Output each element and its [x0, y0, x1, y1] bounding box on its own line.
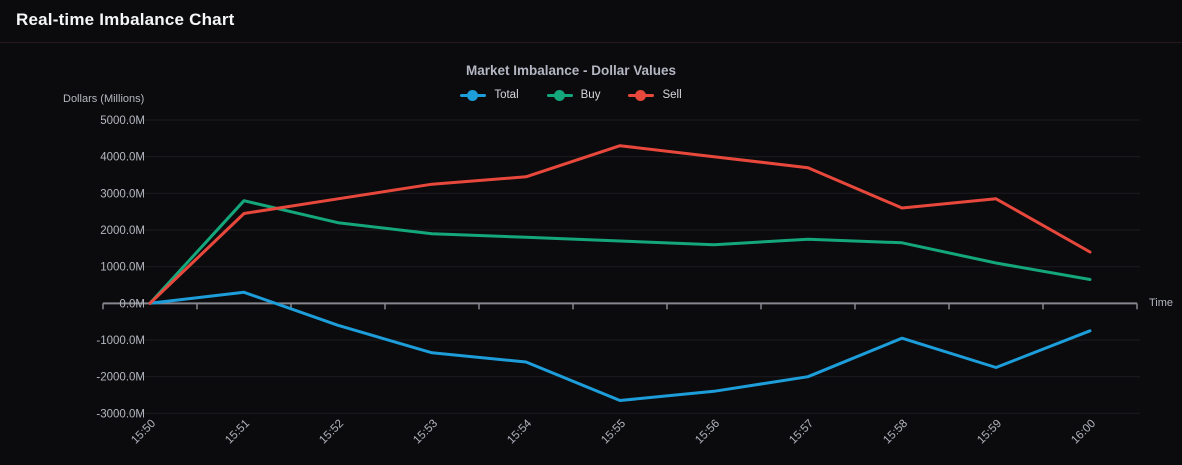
page-title: Real-time Imbalance Chart [16, 10, 235, 29]
series-line-total [148, 290, 1092, 402]
legend-item-sell[interactable]: Sell [628, 89, 682, 101]
y-tick-label: 1000.0M [100, 262, 145, 274]
x-tick-label: 15:53 [411, 418, 440, 447]
x-tick-label: 15:55 [599, 418, 628, 447]
x-tick-label: 15:56 [693, 418, 722, 447]
series-line-buy [148, 199, 1092, 305]
y-tick-label: 5000.0M [100, 115, 145, 127]
x-tick-label: 15:50 [129, 418, 158, 447]
page-header: Real-time Imbalance Chart [0, 0, 1182, 43]
x-tick-label: 15:51 [223, 418, 252, 447]
sell-series-marker-icon [628, 89, 655, 101]
series-line-sell [148, 144, 1092, 305]
y-tick-label: 4000.0M [100, 152, 145, 164]
legend-item-total[interactable]: Total [460, 89, 519, 101]
y-axis-title: Dollars (Millions) [63, 93, 145, 105]
legend-label-sell: Sell [662, 89, 682, 101]
y-tick-label: 3000.0M [100, 188, 145, 200]
buy-series-marker-icon [546, 89, 573, 101]
y-tick-label: 0.0M [119, 298, 145, 310]
y-tick-label: -2000.0M [96, 372, 145, 384]
total-series-marker-icon [460, 89, 487, 101]
legend-label-total: Total [494, 89, 519, 101]
y-tick-label: 2000.0M [100, 225, 145, 237]
x-tick-label: 15:59 [975, 418, 1004, 447]
y-tick-label: -3000.0M [96, 408, 145, 420]
chart-title: Market Imbalance - Dollar Values [465, 63, 677, 78]
y-tick-label: -1000.0M [96, 335, 145, 347]
x-tick-label: 15:52 [317, 418, 346, 447]
x-tick-label: 15:54 [505, 417, 534, 446]
legend-item-buy[interactable]: Buy [546, 89, 601, 101]
x-tick-label: 16:00 [1069, 418, 1098, 447]
x-tick-label: 15:57 [787, 418, 816, 447]
chart-legend: Total Buy Sell [0, 89, 1142, 101]
legend-label-buy: Buy [580, 89, 601, 101]
x-tick-label: 15:58 [881, 418, 910, 447]
x-axis-title: Time [1149, 297, 1174, 309]
